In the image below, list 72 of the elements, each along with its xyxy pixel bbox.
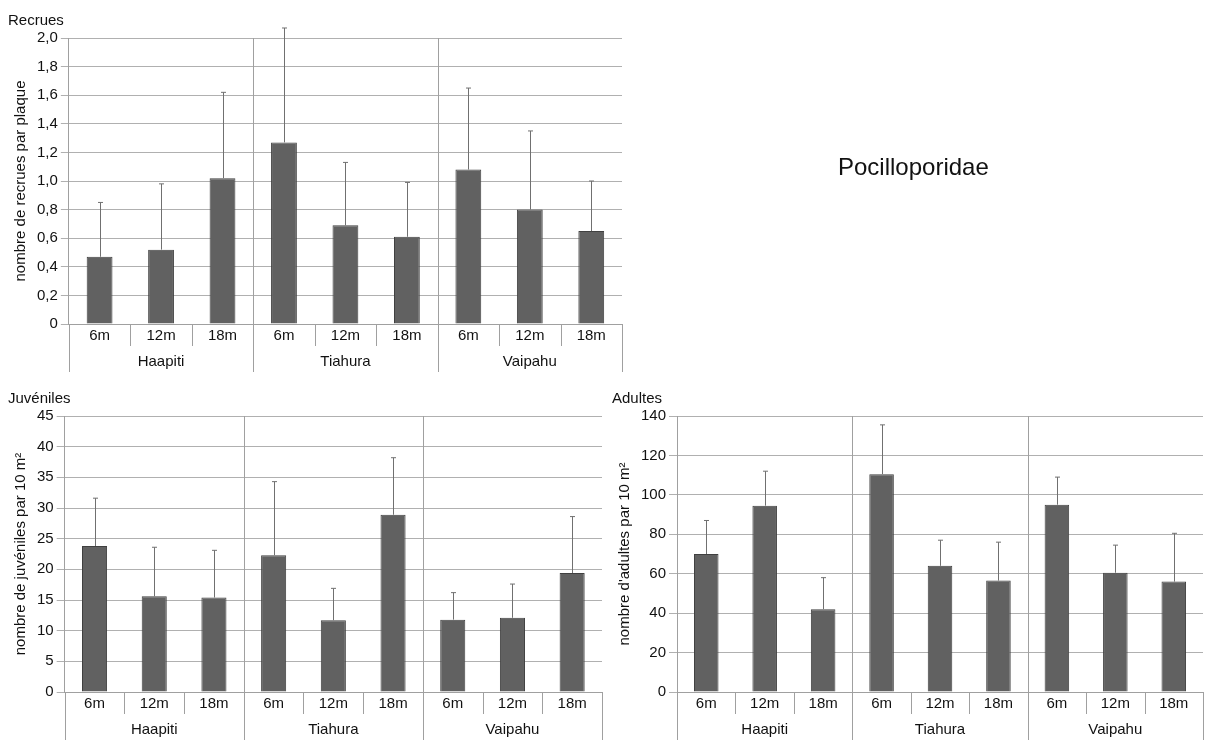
x-tick-label: 12m [139, 694, 169, 712]
x-tick-label: 12m [1100, 694, 1130, 712]
x-tick-label: 6m [263, 694, 285, 712]
text: Vaipahu [485, 720, 540, 738]
x-tick-label: 12m [318, 694, 348, 712]
x-tick-label: 18m [557, 694, 587, 712]
chart-title: Adultes [612, 389, 663, 407]
x-tick-label: 6m [457, 326, 479, 344]
x-tick-label: 18m [199, 694, 229, 712]
x-tick-label: 18m [1159, 694, 1189, 712]
y-tick-label: 1,0 [36, 171, 58, 189]
text: Vaipahu [1088, 720, 1143, 738]
y-tick-label: 80 [649, 524, 667, 542]
y-tick-label: 1,4 [36, 113, 58, 131]
y-tick-label: 100 [641, 485, 667, 502]
x-tick-label: 6m [695, 694, 717, 712]
x-tick-label: 6m [1046, 694, 1068, 712]
y-tick-label: 0 [657, 682, 667, 700]
x-tick-label: 6m [89, 326, 110, 344]
x-tick-label: 6m [84, 694, 105, 712]
y-tick-label: 1,8 [36, 56, 58, 74]
y-tick-label: 40 [37, 436, 54, 454]
y-tick-label: 25 [37, 528, 54, 546]
x-tick-label: 12m [330, 326, 361, 344]
y-tick-label: 5 [45, 651, 54, 669]
y-tick-label: 45 [37, 406, 54, 424]
y-tick-label: 120 [641, 445, 667, 463]
y-axis-title: nombre d'adultes par 10 m² [615, 462, 633, 646]
x-tick-label: 6m [871, 694, 892, 712]
y-tick-label: 0,2 [36, 285, 58, 303]
y-tick-label: 0 [49, 314, 58, 332]
y-tick-label: 0,6 [36, 228, 58, 246]
y-tick-label: 30 [37, 498, 54, 516]
y-tick-label: 1,2 [36, 142, 58, 160]
x-tick-label: 18m [207, 326, 238, 344]
x-tick-label: 18m [808, 694, 838, 712]
text: Tiahura [308, 720, 360, 738]
y-tick-label: 35 [37, 467, 54, 485]
y-tick-label: 1,6 [36, 85, 58, 103]
x-tick-label: 18m [983, 694, 1014, 712]
text: Tiahura [914, 720, 966, 738]
x-tick-label: 18m [392, 326, 422, 344]
x-tick-label: 6m [442, 694, 464, 712]
y-axis-title: nombre de juvéniles par 10 m² [11, 452, 29, 656]
text: Tiahura [320, 352, 372, 370]
y-tick-label: 140 [641, 406, 667, 424]
text: Pocilloporidae [838, 153, 989, 181]
x-tick-label: 18m [576, 326, 606, 344]
y-tick-label: 0,8 [36, 199, 58, 217]
x-tick-label: 12m [515, 326, 545, 344]
y-tick-label: 20 [649, 642, 667, 660]
text: Haapiti [137, 352, 185, 370]
y-tick-label: 60 [649, 563, 667, 581]
y-tick-label: 10 [37, 620, 54, 638]
x-tick-label: 12m [497, 694, 528, 712]
text: Haapiti [741, 720, 789, 738]
y-tick-label: 40 [649, 603, 667, 621]
y-axis-title: nombre de recrues par plaque [11, 80, 29, 282]
y-tick-label: 15 [37, 590, 54, 608]
chart-title: Juvéniles [8, 389, 71, 407]
text: Vaipahu [502, 352, 557, 370]
x-tick-label: 18m [378, 694, 408, 712]
y-tick-label: 2,0 [36, 28, 58, 46]
chart-title: Recrues [8, 11, 64, 29]
x-tick-label: 12m [925, 694, 955, 712]
text: Haapiti [130, 720, 178, 738]
y-tick-label: 0 [45, 682, 54, 700]
x-tick-label: 12m [750, 694, 780, 712]
x-tick-label: 12m [146, 326, 176, 344]
y-tick-label: 20 [37, 559, 54, 577]
y-tick-label: 0,4 [36, 256, 58, 274]
x-tick-label: 6m [273, 326, 295, 344]
